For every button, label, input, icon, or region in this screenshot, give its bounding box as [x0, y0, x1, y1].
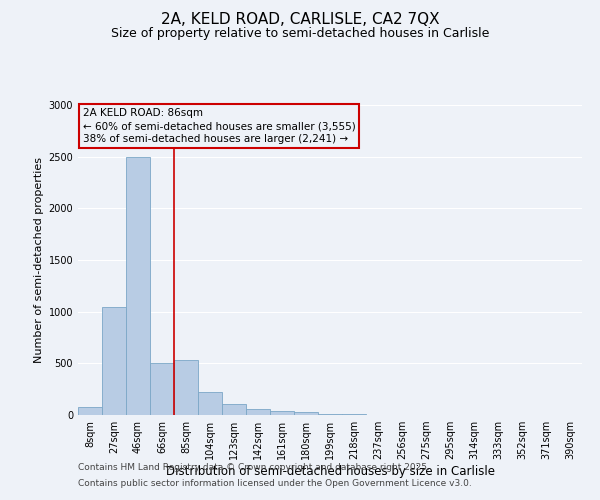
X-axis label: Distribution of semi-detached houses by size in Carlisle: Distribution of semi-detached houses by … — [166, 465, 494, 478]
Text: 2A KELD ROAD: 86sqm
← 60% of semi-detached houses are smaller (3,555)
38% of sem: 2A KELD ROAD: 86sqm ← 60% of semi-detach… — [83, 108, 356, 144]
Bar — [78, 407, 102, 415]
Text: Size of property relative to semi-detached houses in Carlisle: Size of property relative to semi-detach… — [111, 28, 489, 40]
Bar — [270, 411, 294, 415]
Text: Contains public sector information licensed under the Open Government Licence v3: Contains public sector information licen… — [78, 478, 472, 488]
Bar — [246, 409, 270, 415]
Bar — [102, 306, 126, 415]
Bar — [174, 360, 198, 415]
Bar — [150, 364, 174, 415]
Bar — [318, 414, 342, 415]
Text: 2A, KELD ROAD, CARLISLE, CA2 7QX: 2A, KELD ROAD, CARLISLE, CA2 7QX — [161, 12, 439, 28]
Bar — [126, 156, 150, 415]
Y-axis label: Number of semi-detached properties: Number of semi-detached properties — [34, 157, 44, 363]
Bar — [222, 404, 246, 415]
Bar — [342, 414, 366, 415]
Text: Contains HM Land Registry data © Crown copyright and database right 2025.: Contains HM Land Registry data © Crown c… — [78, 464, 430, 472]
Bar — [294, 412, 318, 415]
Bar — [198, 392, 222, 415]
